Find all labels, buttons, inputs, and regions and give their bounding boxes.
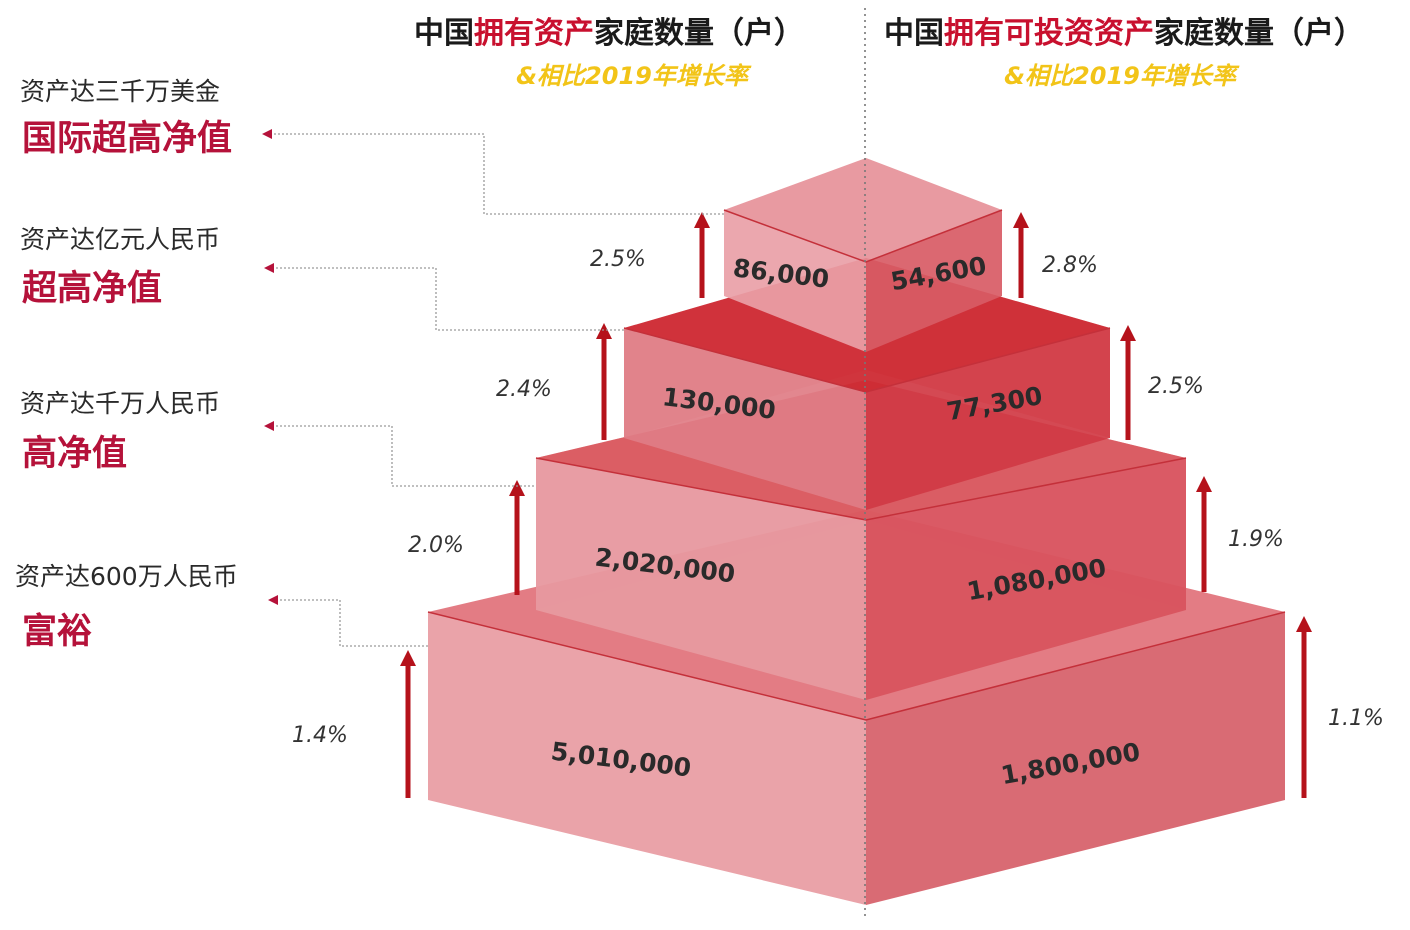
leader-arrowhead-uhnw — [264, 263, 274, 273]
leader-line-uhnw — [272, 268, 624, 330]
leader-line-international-uhnw — [270, 134, 724, 214]
tier-desc-international-uhnw: 资产达三千万美金 — [20, 77, 220, 106]
tier-desc-affluent: 资产达600万人民币 — [15, 562, 238, 591]
growth-label-right-hnw: 1.9% — [1228, 527, 1284, 552]
growth-label-left-hnw: 2.0% — [408, 533, 464, 558]
growth-label-right-affluent: 1.1% — [1328, 706, 1384, 731]
growth-arrowhead-left-uhnw — [596, 323, 612, 339]
growth-label-left-uhnw: 2.4% — [496, 377, 552, 402]
growth-arrowhead-right-uhnw — [1120, 325, 1136, 341]
tier-name-affluent: 富裕 — [22, 611, 92, 652]
pyramid-blocks — [428, 158, 1285, 905]
growth-label-left-affluent: 1.4% — [292, 723, 348, 748]
right-subtitle: &相比2019年增长率 — [1004, 62, 1240, 90]
right-title: 中国拥有可投资资产家庭数量（户） — [884, 16, 1364, 51]
tier-desc-uhnw: 资产达亿元人民币 — [20, 225, 220, 254]
tier-name-hnw: 高净值 — [22, 434, 127, 474]
tier-name-international-uhnw: 国际超高净值 — [22, 119, 232, 159]
left-subtitle: &相比2019年增长率 — [516, 62, 752, 90]
growth-label-left-international-uhnw: 2.5% — [590, 247, 646, 272]
growth-arrowhead-left-affluent — [400, 650, 416, 666]
leader-arrowhead-hnw — [264, 421, 274, 431]
growth-label-right-uhnw: 2.5% — [1148, 374, 1204, 399]
growth-label-right-international-uhnw: 2.8% — [1042, 253, 1098, 278]
tier-name-uhnw: 超高净值 — [22, 269, 162, 309]
leader-arrowhead-affluent — [268, 595, 278, 605]
growth-arrowhead-right-affluent — [1296, 616, 1312, 632]
growth-arrowhead-left-hnw — [509, 480, 525, 496]
leader-arrowhead-international-uhnw — [262, 129, 272, 139]
leader-line-affluent — [276, 600, 428, 646]
left-title: 中国拥有资产家庭数量（户） — [414, 16, 804, 51]
tier-desc-hnw: 资产达千万人民币 — [20, 389, 220, 418]
growth-arrowhead-right-hnw — [1196, 476, 1212, 492]
growth-arrowhead-right-international-uhnw — [1013, 212, 1029, 228]
leader-line-hnw — [272, 426, 536, 486]
